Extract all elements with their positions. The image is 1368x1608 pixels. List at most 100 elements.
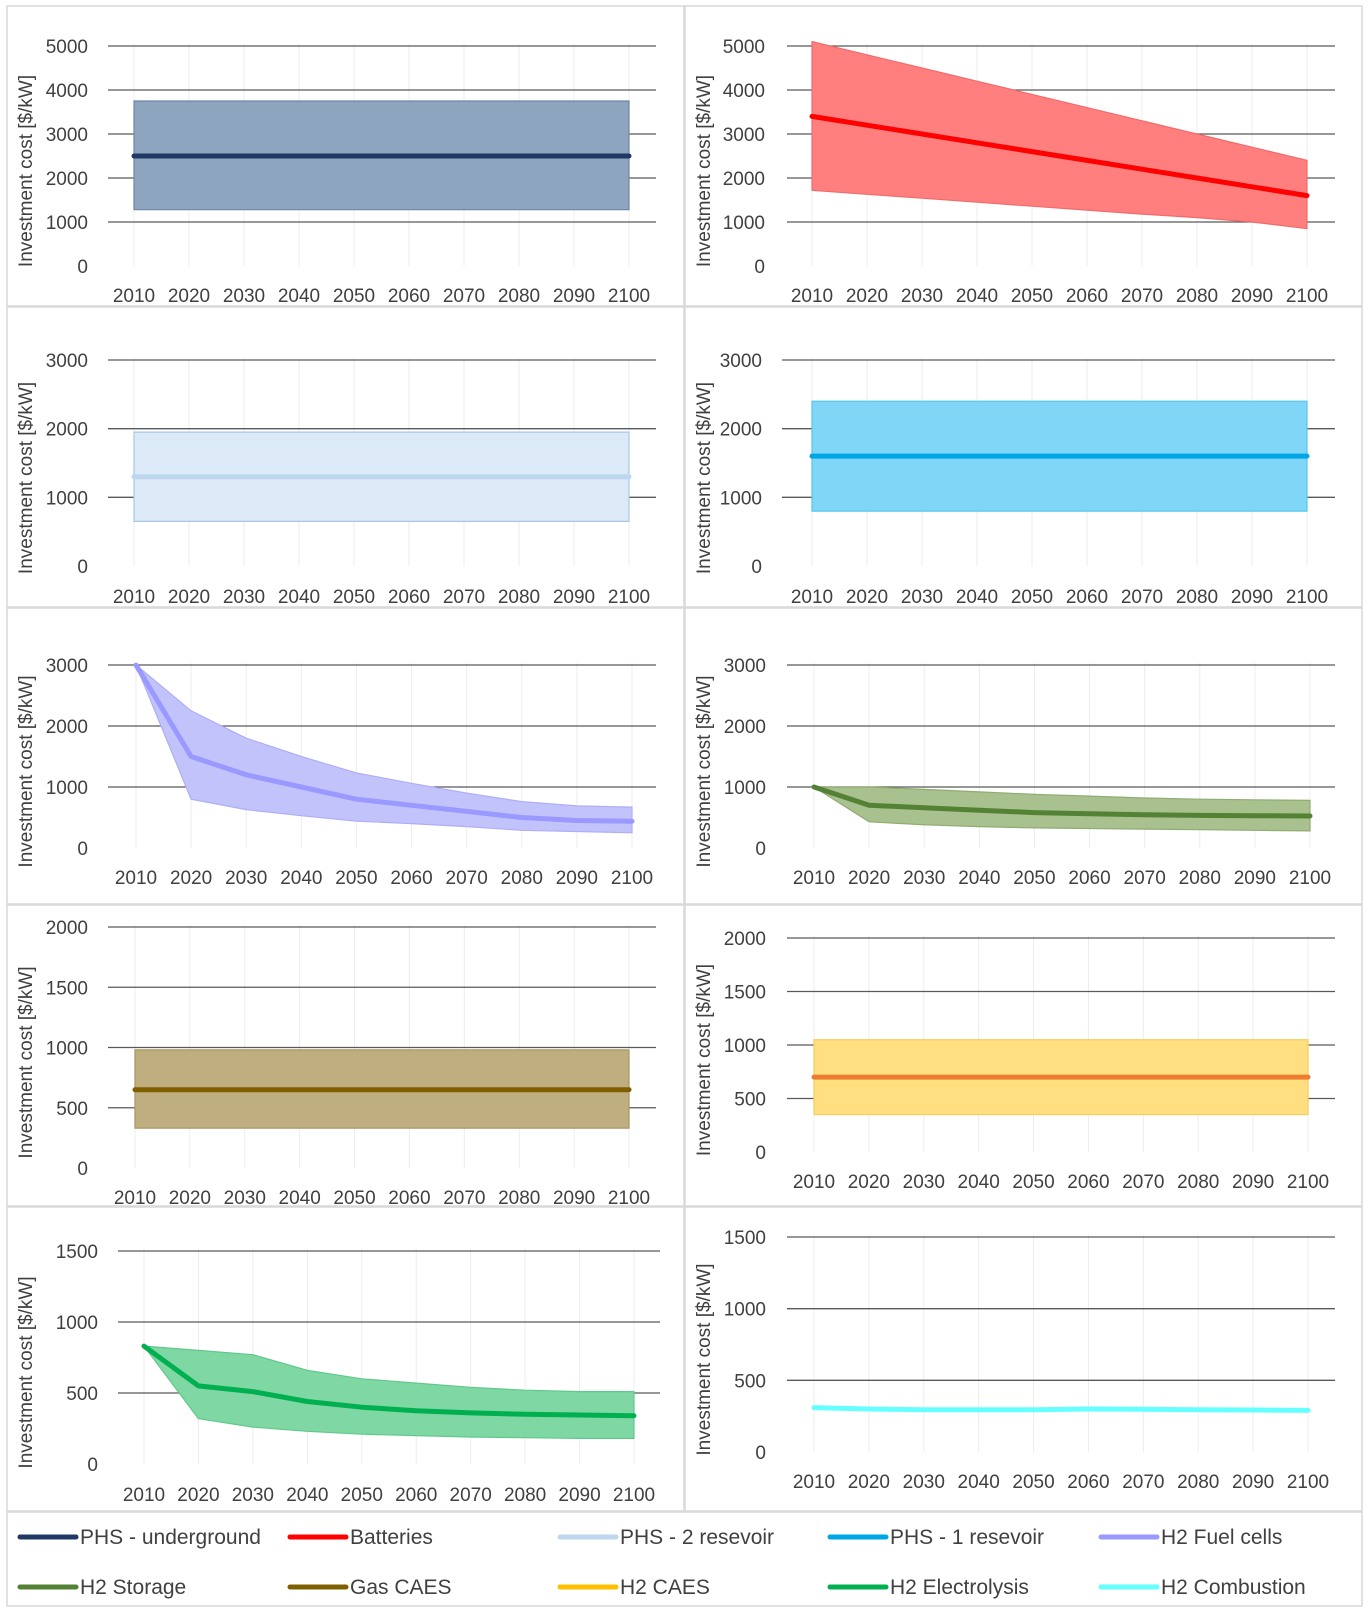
legend-label: H2 Fuel cells (1161, 1526, 1282, 1549)
chart-panel-1: 0 1000 2000 3000 4000 5000 2010 2020 2030 2040 205… (6, 5, 685, 307)
y-tick-label: 0 (77, 557, 88, 578)
x-tick-label: 2090 (1232, 1472, 1274, 1493)
x-tick-label: 2010 (793, 1172, 835, 1193)
x-tick-label: 2100 (1286, 286, 1328, 307)
x-tick-label: 2050 (335, 868, 377, 889)
y-tick-label: 3000 (724, 656, 766, 677)
x-tick-label: 2040 (958, 1172, 1000, 1193)
chart-panel-2: 0 1000 2000 3000 4000 5000 2010 2020 2030 2040 205… (684, 5, 1363, 307)
y-tick-label: 0 (755, 1143, 766, 1164)
x-tick-label: 2010 (793, 868, 835, 889)
y-tick-label: 0 (751, 557, 762, 578)
panel-frame (6, 5, 685, 307)
x-tick-label: 2100 (1287, 1472, 1329, 1493)
chart-panel-5: 0 1000 2000 3000 2010 2020 2030 2040 2050 2060 207… (6, 607, 685, 905)
x-tick-label: 2060 (1067, 1172, 1109, 1193)
y-tick-label: 1000 (46, 213, 88, 234)
y-tick-label: 1000 (723, 213, 765, 234)
y-tick-label: 3000 (723, 125, 765, 146)
x-tick-label: 2060 (388, 587, 430, 608)
x-tick-label: 2030 (901, 286, 943, 307)
x-tick-label: 2010 (114, 1188, 156, 1209)
legend-item-gas-caes: Gas CAES (287, 1576, 452, 1599)
panel-frame (684, 1206, 1363, 1512)
y-tick-label: 1000 (46, 488, 88, 509)
legend-label: H2 Combustion (1161, 1576, 1306, 1599)
x-tick-label: 2100 (608, 1188, 650, 1209)
y-axis-label: Investment cost [$/kW] (694, 382, 715, 574)
panel-frame (684, 5, 1363, 307)
x-tick-label: 2010 (793, 1472, 835, 1493)
x-tick-label: 2070 (443, 286, 485, 307)
x-tick-label: 2040 (958, 1472, 1000, 1493)
legend-item-h2-storage: H2 Storage (17, 1576, 186, 1599)
x-tick-label: 2060 (1066, 286, 1108, 307)
x-tick-label: 2030 (224, 1188, 266, 1209)
y-tick-label: 1000 (720, 488, 762, 509)
x-tick-label: 2080 (1179, 868, 1221, 889)
x-tick-label: 2020 (168, 587, 210, 608)
x-tick-label: 2090 (1232, 1172, 1274, 1193)
x-tick-label: 2060 (1067, 1472, 1109, 1493)
panel-frame (6, 607, 685, 905)
x-tick-label: 2030 (232, 1485, 274, 1506)
x-tick-label: 2050 (333, 587, 375, 608)
y-tick-label: 0 (754, 257, 765, 278)
series-line-h2-storage (811, 784, 1313, 819)
panel-frame (684, 904, 1363, 1207)
x-tick-label: 2030 (903, 868, 945, 889)
x-tick-label: 2040 (286, 1485, 328, 1506)
x-tick-label: 2100 (611, 868, 653, 889)
y-tick-label: 5000 (46, 37, 88, 58)
chart-panel-7: 0 500 1000 1500 2000 2010 2020 2030 2040 2050 2060… (6, 904, 685, 1209)
legend-item-phs-1-resevoir: PHS - 1 resevoir (827, 1526, 1044, 1549)
chart-panel-6: 0 1000 2000 3000 2010 2020 2030 2040 2050 2060 207… (684, 607, 1363, 905)
x-tick-label: 2080 (501, 868, 543, 889)
legend-item-h2-combustion: H2 Combustion (1098, 1576, 1306, 1599)
y-tick-label: 4000 (723, 81, 765, 102)
legend-label: H2 CAES (620, 1576, 710, 1599)
x-tick-label: 2030 (223, 286, 265, 307)
x-tick-label: 2020 (848, 1472, 890, 1493)
x-tick-label: 2060 (1066, 587, 1108, 608)
x-tick-label: 2070 (443, 1188, 485, 1209)
y-tick-label: 3000 (46, 351, 88, 372)
x-tick-label: 2090 (1231, 587, 1273, 608)
y-tick-label: 3000 (720, 351, 762, 372)
x-tick-label: 2060 (388, 286, 430, 307)
y-tick-label: 2000 (46, 420, 88, 441)
x-tick-label: 2050 (341, 1485, 383, 1506)
y-tick-label: 3000 (46, 125, 88, 146)
y-tick-label: 1000 (46, 778, 88, 799)
y-tick-label: 500 (734, 1371, 766, 1392)
x-tick-label: 2070 (446, 868, 488, 889)
y-axis-label: Investment cost [$/kW] (16, 382, 37, 574)
y-tick-label: 2000 (46, 918, 88, 939)
x-tick-label: 2080 (1177, 1472, 1219, 1493)
x-tick-label: 2010 (791, 587, 833, 608)
x-tick-label: 2080 (498, 286, 540, 307)
panel-frame (6, 904, 685, 1207)
x-tick-label: 2030 (903, 1172, 945, 1193)
x-tick-label: 2050 (1011, 286, 1053, 307)
legend-item-batteries: Batteries (287, 1526, 433, 1549)
series-line-batteries (809, 113, 1310, 199)
y-tick-label: 1500 (724, 983, 766, 1004)
y-tick-label: 1500 (56, 1242, 98, 1263)
y-tick-label: 2000 (720, 420, 762, 441)
x-tick-label: 2040 (278, 587, 320, 608)
range-band (811, 40, 1308, 230)
x-tick-label: 2010 (123, 1485, 165, 1506)
x-tick-label: 2050 (333, 286, 375, 307)
y-tick-label: 2000 (46, 717, 88, 738)
legend-label: H2 Storage (80, 1576, 186, 1599)
x-tick-label: 2030 (903, 1472, 945, 1493)
x-tick-label: 2100 (608, 286, 650, 307)
y-tick-label: 500 (56, 1099, 88, 1120)
x-tick-label: 2050 (333, 1188, 375, 1209)
y-tick-label: 0 (77, 257, 88, 278)
x-tick-label: 2070 (1122, 1472, 1164, 1493)
y-tick-label: 0 (755, 839, 766, 860)
